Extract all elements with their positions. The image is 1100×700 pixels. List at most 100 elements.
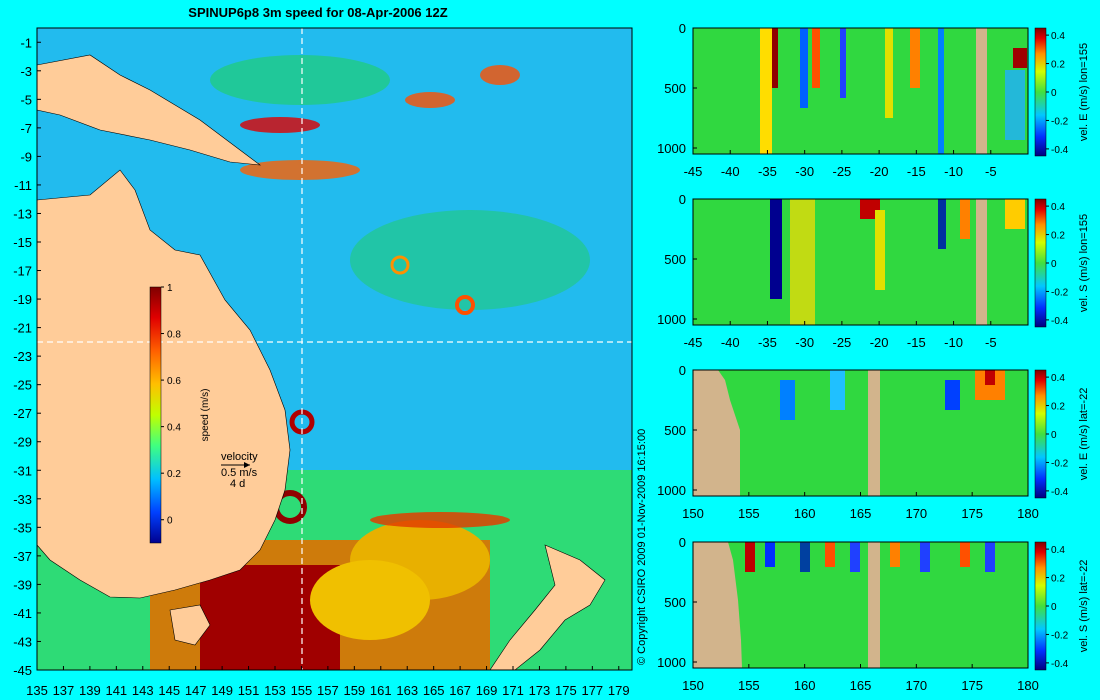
- section-4-colorbar: [1034, 541, 1047, 671]
- section-4-y-tick-label: 0: [679, 535, 686, 550]
- map-y-tick-label: -7: [20, 121, 32, 136]
- section-2-colorbar-tick-label: 0: [1051, 259, 1057, 270]
- map-x-tick-label: 151: [238, 683, 260, 698]
- section-2-y-tick-label: 1000: [657, 312, 686, 327]
- section-2-colorbar-label: vel. S (m/s) lon=155: [1078, 214, 1090, 312]
- section-1-colorbar: [1034, 27, 1047, 157]
- map-x-tick-label: 163: [396, 683, 418, 698]
- speed-colorbar: [149, 286, 162, 544]
- section-1-x-tick-label: -5: [985, 164, 997, 179]
- map-x-tick-label: 135: [26, 683, 48, 698]
- section-3-x-tick-label: 160: [794, 506, 816, 521]
- section-1-colorbar-tick-label: 0: [1051, 88, 1057, 99]
- section-2-land: [976, 199, 987, 325]
- map-y-tick-label: -1: [20, 35, 32, 50]
- section-1-x-tick-label: -25: [832, 164, 851, 179]
- map-x-tick-label: 143: [132, 683, 154, 698]
- section-3-colorbar-tick-label: 0.4: [1051, 373, 1065, 384]
- section-2-stripes: [770, 199, 1025, 325]
- section-3-x-tick-label: 155: [738, 506, 760, 521]
- section-1-colorbar-tick-label: -0.4: [1051, 145, 1069, 156]
- section-3-x-tick-label: 165: [850, 506, 872, 521]
- map-y-tick-label: -3: [20, 64, 32, 79]
- section-2-x-tick-label: -20: [870, 335, 889, 350]
- map-x-tick-label: 175: [555, 683, 577, 698]
- section-2-frame: [692, 198, 1029, 326]
- section-4-colorbar-tick-label: 0.4: [1051, 545, 1065, 556]
- map-y-tick-label: -29: [13, 435, 32, 450]
- map-y-tick-label: -35: [13, 520, 32, 535]
- map-x-tick-label: 139: [79, 683, 101, 698]
- section-3-axes: 150 155 160 165 170 175 180 0 500 1000: [657, 363, 1039, 521]
- section-2-x-tick-label: -35: [758, 335, 777, 350]
- map-y-tick-label: -21: [13, 321, 32, 336]
- map-x-tick-label: 165: [423, 683, 445, 698]
- section-4-x-tick-label: 175: [961, 678, 983, 693]
- section-2-axes: -45 -40 -35 -30 -25 -20 -15 -10 -5 0 500 1000: [657, 192, 996, 350]
- section-1-x-tick-label: -35: [758, 164, 777, 179]
- section-1-colorbar-tick-label: 0.4: [1051, 31, 1065, 42]
- section-1-x-tick-label: -15: [907, 164, 926, 179]
- section-1-colorbar-tick-label: 0.2: [1051, 60, 1065, 71]
- map-y-tick-label: -5: [20, 92, 32, 107]
- section-2-colorbar-tick-label: 0.4: [1051, 202, 1065, 213]
- map-x-tick-label: 167: [449, 683, 471, 698]
- section-3-colorbar-tick-label: 0: [1051, 430, 1057, 441]
- map-y-tick-label: -19: [13, 292, 32, 307]
- section-1-x-tick-label: -10: [944, 164, 963, 179]
- map-y-tick-label: -15: [13, 235, 32, 250]
- section-3-x-tick-label: 170: [905, 506, 927, 521]
- section-2-colorbar-tick-label: 0.2: [1051, 231, 1065, 242]
- section-2-x-tick-label: -40: [721, 335, 740, 350]
- section-panel-4: 150 155 160 165 170 175 180 0 500 1000 0.4 0.2 0 -0.…: [657, 535, 1090, 693]
- velocity-key-arrowhead-icon: [244, 462, 250, 468]
- section-2-field: [693, 199, 1028, 325]
- section-2-colorbar: [1034, 198, 1047, 328]
- map-x-tick-label: 159: [343, 683, 365, 698]
- map-x-tick-label: 169: [476, 683, 498, 698]
- map-axes: 135 137 139 141 143 145 147 149 151 153 155 157 159 1…: [13, 35, 629, 698]
- section-3-y-tick-label: 0: [679, 363, 686, 378]
- speed-colorbar-tick-label: 0.4: [167, 423, 181, 434]
- section-2-colorbar-tick-label: -0.2: [1051, 287, 1069, 298]
- map-y-tick-label: -43: [13, 634, 32, 649]
- section-1-axes: -45 -40 -35 -30 -25 -20 -15 -10 -5 0 500 1000: [657, 21, 996, 179]
- speed-colorbar-tick-label: 0.2: [167, 469, 181, 480]
- section-4-stripes: [745, 542, 995, 572]
- map-y-tick-label: -25: [13, 378, 32, 393]
- map-y-tick-label: -11: [14, 178, 32, 193]
- section-4-x-tick-label: 155: [738, 678, 760, 693]
- map-x-tick-label: 145: [158, 683, 180, 698]
- section-1-frame: [692, 27, 1029, 155]
- map-x-tick-label: 149: [211, 683, 233, 698]
- section-3-land-mid: [868, 370, 880, 496]
- map-speed-field: [37, 55, 632, 670]
- section-1-colorbar-ticks: 0.4 0.2 0 -0.2 -0.4: [1046, 31, 1069, 156]
- velocity-key-speed: 0.5 m/s: [221, 467, 258, 479]
- map-x-tick-label: 177: [581, 683, 603, 698]
- section-2-y-tick-label: 500: [664, 252, 686, 267]
- copyright-text: © Copyright CSIRO 2009 01-Nov-2009 16:15…: [636, 429, 648, 665]
- velocity-key-time: 4 d: [230, 478, 245, 490]
- tasmania-land: [169, 604, 211, 646]
- section-3-colorbar: [1034, 369, 1047, 499]
- section-panel-3: 150 155 160 165 170 175 180 0 500 1000 0.4 0.2 0 -0.…: [657, 363, 1090, 521]
- map-x-tick-label: 171: [502, 683, 524, 698]
- section-1-colorbar-label: vel. E (m/s) lon=155: [1078, 43, 1090, 141]
- section-3-colorbar-tick-label: -0.2: [1051, 458, 1069, 469]
- map-x-tick-label: 137: [53, 683, 75, 698]
- map-y-tick-label: -41: [13, 606, 32, 621]
- section-3-field: [693, 370, 1028, 496]
- speed-colorbar-tick-label: 0.8: [167, 330, 181, 341]
- australia-land: [36, 169, 291, 599]
- section-4-land-mid: [868, 542, 880, 668]
- speed-colorbar-tick-label: 0.6: [167, 376, 181, 387]
- section-3-x-tick-label: 175: [961, 506, 983, 521]
- section-1-colorbar-tick-label: -0.2: [1051, 116, 1069, 127]
- section-3-stripes: [780, 370, 1005, 420]
- section-4-colorbar-label: vel. S (m/s) lat=-22: [1078, 560, 1090, 653]
- section-3-colorbar-ticks: 0.4 0.2 0 -0.2 -0.4: [1046, 373, 1069, 498]
- section-2-x-tick-label: -45: [684, 335, 703, 350]
- section-1-y-tick-label: 1000: [657, 141, 686, 156]
- map-x-tick-label: 153: [264, 683, 286, 698]
